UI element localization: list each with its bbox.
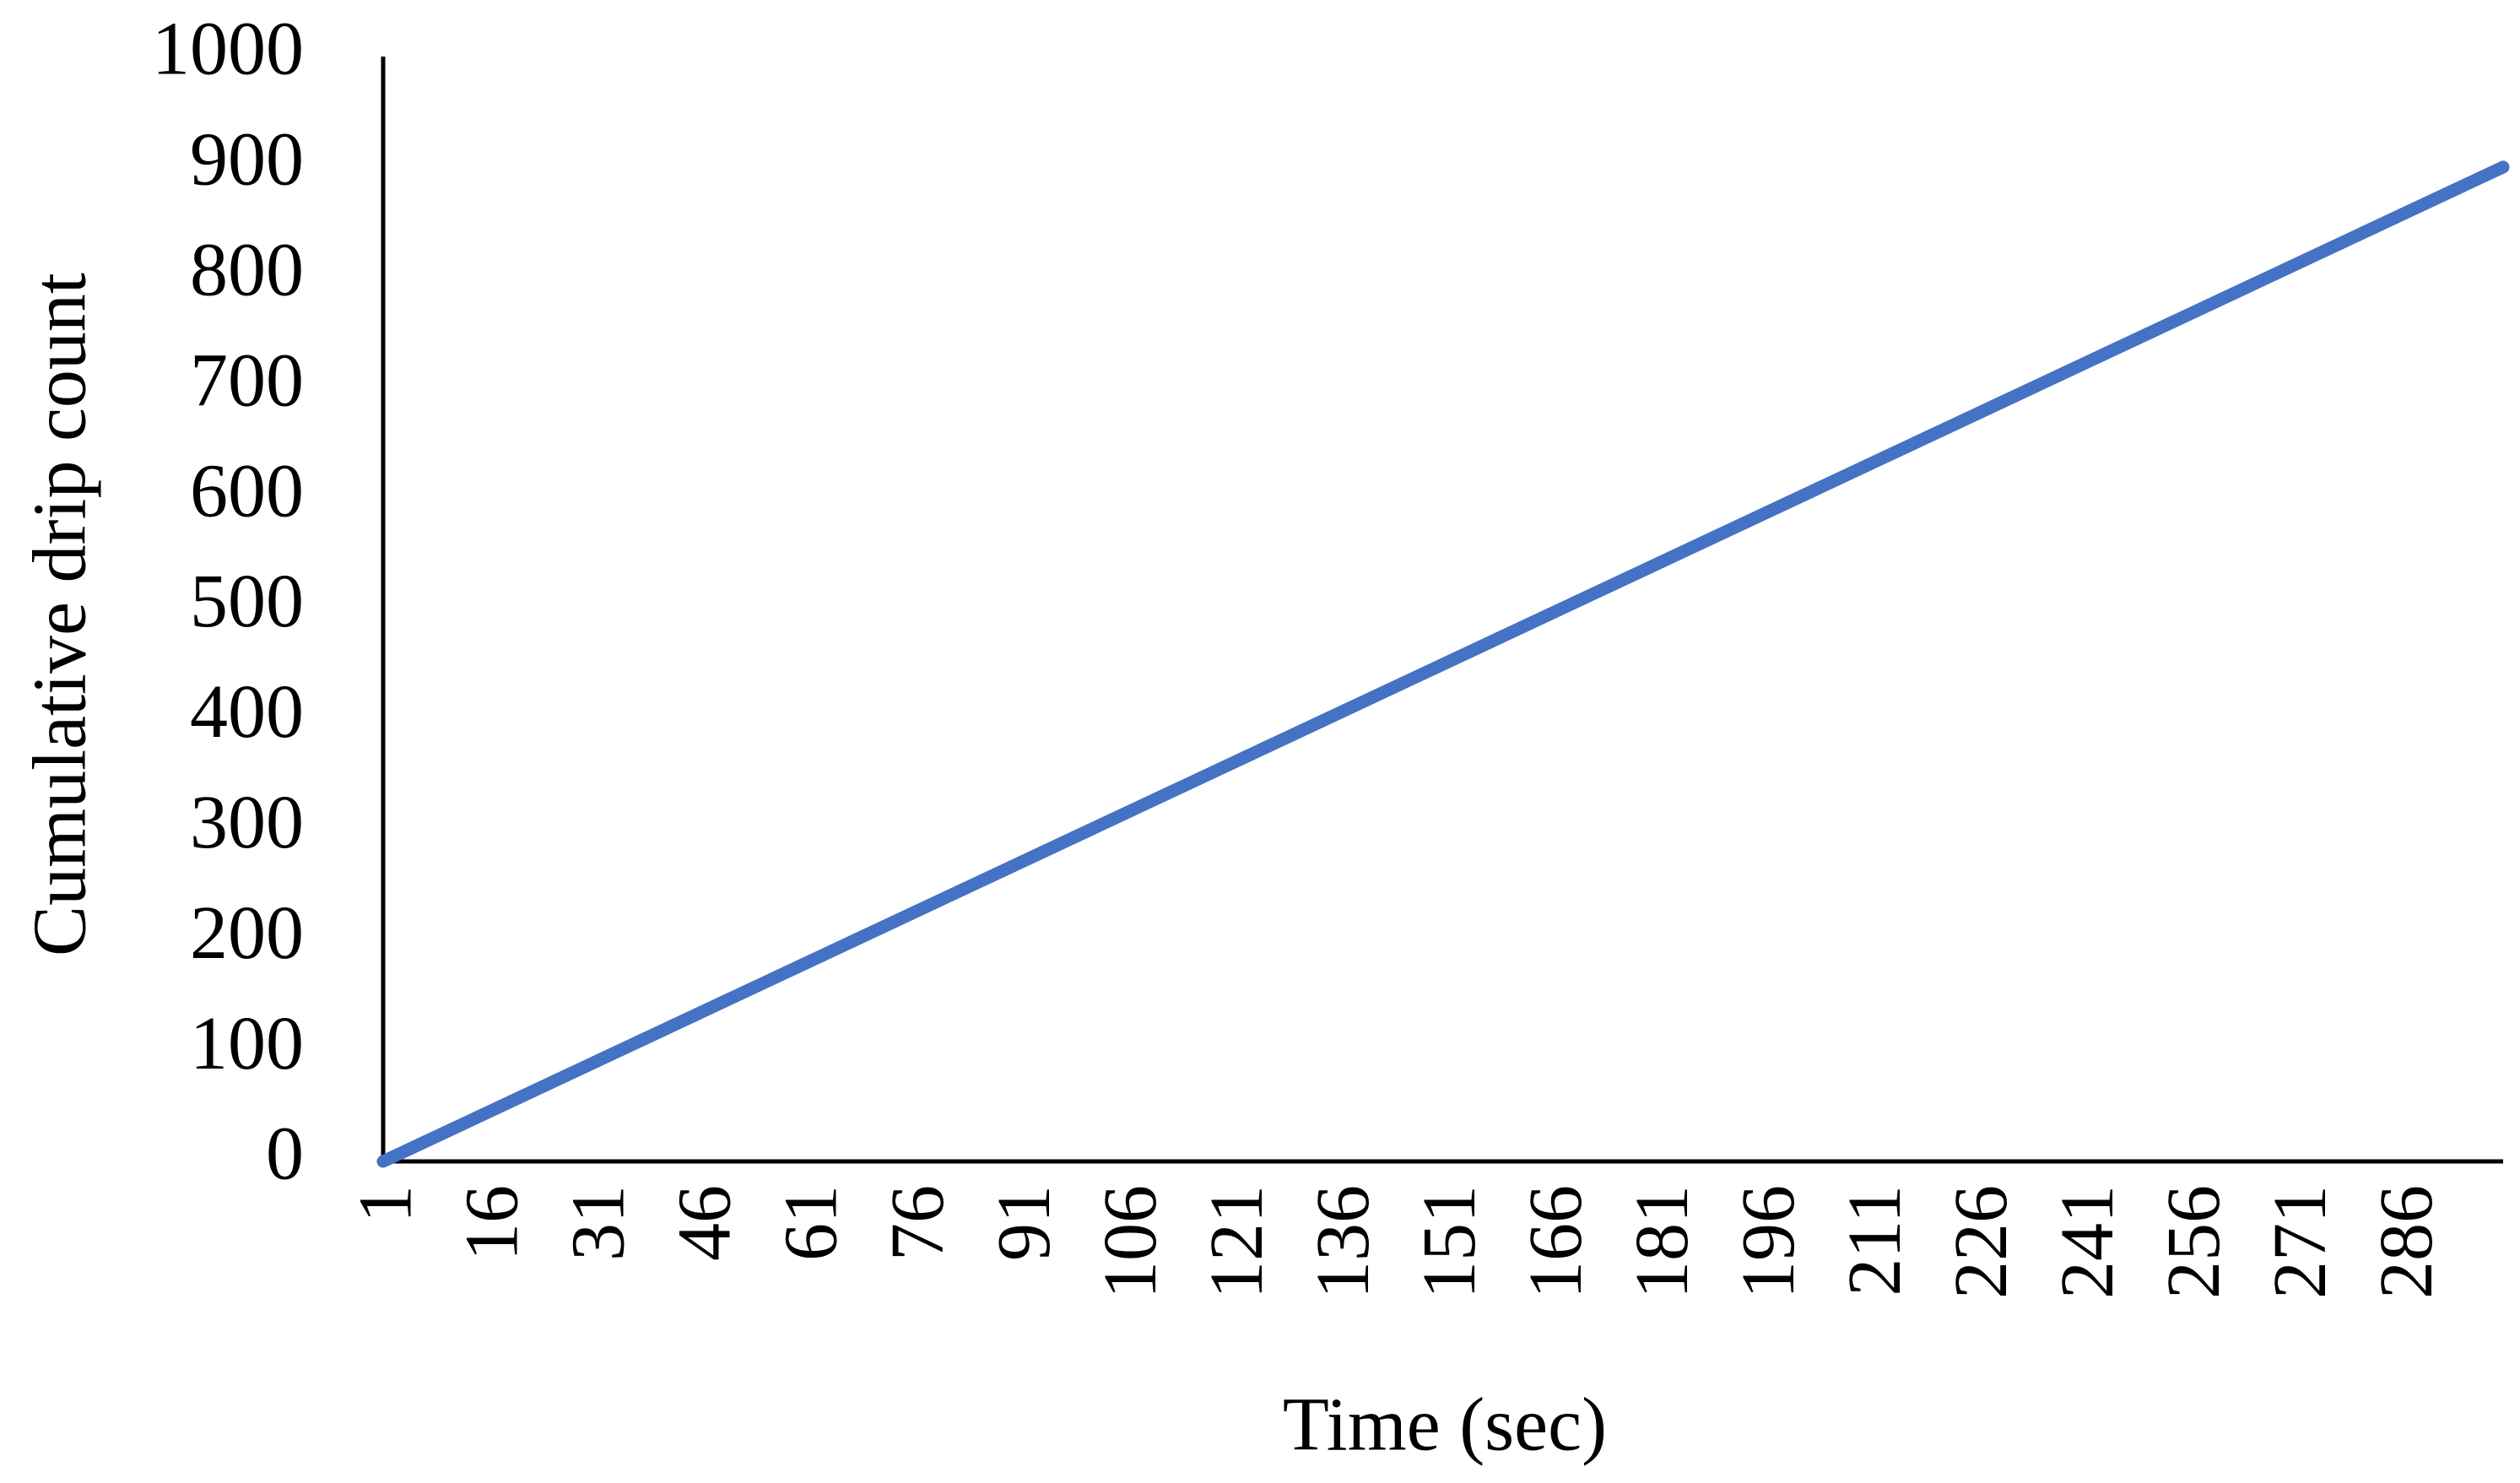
x-tick-label: 61 [770, 1185, 853, 1261]
y-tick-label: 900 [190, 118, 304, 202]
y-axis-title: Cumulative drip count [19, 273, 102, 956]
x-tick-label: 106 [1089, 1185, 1172, 1299]
x-tick-label: 166 [1514, 1185, 1598, 1299]
x-tick-label: 196 [1727, 1185, 1810, 1299]
y-tick-label: 700 [190, 338, 304, 422]
y-tick-label: 200 [190, 891, 304, 975]
x-tick-label: 151 [1408, 1185, 1491, 1299]
y-tick-label: 600 [190, 449, 304, 533]
x-tick-label: 31 [557, 1185, 641, 1261]
y-tick-label: 800 [190, 228, 304, 311]
x-tick-label: 256 [2152, 1185, 2236, 1299]
y-tick-label: 500 [190, 560, 304, 643]
y-tick-label: 400 [190, 670, 304, 754]
line-series [376, 160, 2510, 1168]
x-tick-label: 271 [2258, 1185, 2342, 1299]
x-tick-label: 241 [2046, 1185, 2129, 1299]
x-tick-label: 286 [2365, 1185, 2448, 1299]
y-tick-label: 0 [266, 1112, 304, 1196]
y-tick-label: 100 [190, 1002, 304, 1085]
y-tick-label: 300 [190, 781, 304, 864]
x-axis-title: Time (sec) [1283, 1383, 1607, 1467]
x-tick-label: 211 [1833, 1185, 1917, 1296]
x-tick-label: 91 [982, 1185, 1066, 1261]
x-tick-label: 1 [344, 1185, 428, 1223]
x-tick-label: 16 [451, 1185, 534, 1261]
x-tick-label: 136 [1301, 1185, 1385, 1299]
x-tick-label: 46 [663, 1185, 747, 1261]
x-tick-label: 181 [1620, 1185, 1704, 1299]
y-tick-label: 1000 [152, 8, 304, 91]
x-tick-label: 76 [876, 1185, 960, 1261]
x-tick-label: 226 [1939, 1185, 2023, 1299]
x-tick-label: 121 [1195, 1185, 1279, 1299]
